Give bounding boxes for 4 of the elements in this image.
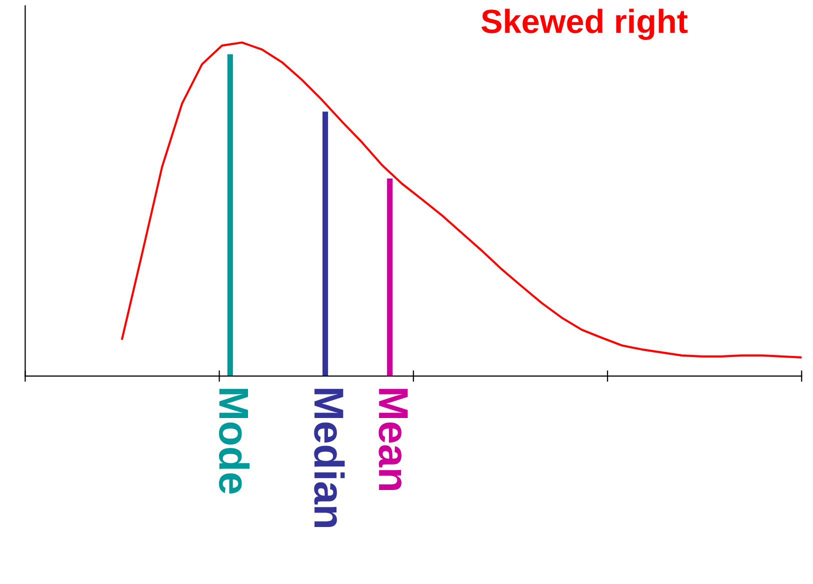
- text: Mode: [218, 388, 250, 494]
- text: Median: [314, 388, 345, 528]
- chart-title: Skewed right: [481, 8, 688, 40]
- text: Mean: [378, 388, 408, 490]
